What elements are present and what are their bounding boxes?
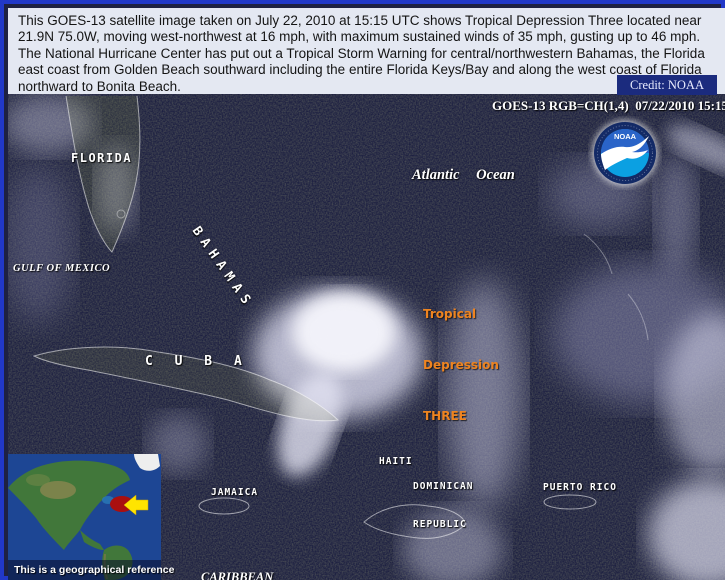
satellite-image: GOES-13 RGB=CH(1,4) 07/22/2010 15:15 UTC… <box>8 94 725 580</box>
label-jamaica: JAMAICA <box>211 487 259 498</box>
inset-central-america <box>80 530 104 550</box>
label-gulf-of-mexico: GULF OF MEXICO <box>13 263 111 274</box>
caption-line: This GOES-13 satellite image taken on Ju… <box>18 13 702 28</box>
noaa-seagull-icon <box>601 136 649 170</box>
label-puerto-rico: PUERTO RICO <box>543 482 617 493</box>
caption-line: east coast from Golden Beach southward i… <box>18 62 702 78</box>
image-timestamp-header: GOES-13 RGB=CH(1,4) 07/22/2010 15:15 UTC <box>492 98 725 113</box>
label-caribbean-line: CARIBBEAN <box>201 570 274 580</box>
storm-annotation-line: THREE <box>423 409 467 423</box>
label-dominican-line: REPUBLIC <box>413 518 467 530</box>
credit-badge: Credit: NOAA <box>617 75 717 95</box>
label-dominican-line: DOMINICAN <box>413 481 474 492</box>
label-caribbean-sea: CARIBBEAN SEA <box>201 537 273 580</box>
storm-annotation-line: Depression <box>423 358 499 372</box>
inset-reference-map <box>8 454 161 580</box>
label-atlantic-ocean: Atlantic Ocean <box>412 167 515 183</box>
inset-note: This is a geographical reference <box>14 564 175 576</box>
storm-annotation-line: Tropical <box>423 307 477 321</box>
caption-line: northward to Bonita Beach. <box>18 78 181 94</box>
label-cuba: C U B A <box>145 354 249 369</box>
storm-annotation: Tropical Depression THREE <box>423 272 499 459</box>
coastlines <box>32 95 649 539</box>
label-florida: FLORIDA <box>71 151 133 165</box>
inset-arrow-icon <box>123 494 149 516</box>
caption-line: The National Hurricane Center has put ou… <box>18 45 705 61</box>
caption-text-block: This GOES-13 satellite image taken on Ju… <box>8 8 725 94</box>
noaa-logo: NOAA <box>593 121 657 185</box>
caption-line: 21.9N 75.0W, moving west-northwest at 16… <box>18 29 701 45</box>
label-dominican-republic: DOMINICAN REPUBLIC <box>413 456 473 556</box>
label-haiti: HAITI <box>379 456 413 467</box>
noaa-logo-text: NOAA <box>614 132 637 141</box>
inset-greenland <box>134 454 160 471</box>
